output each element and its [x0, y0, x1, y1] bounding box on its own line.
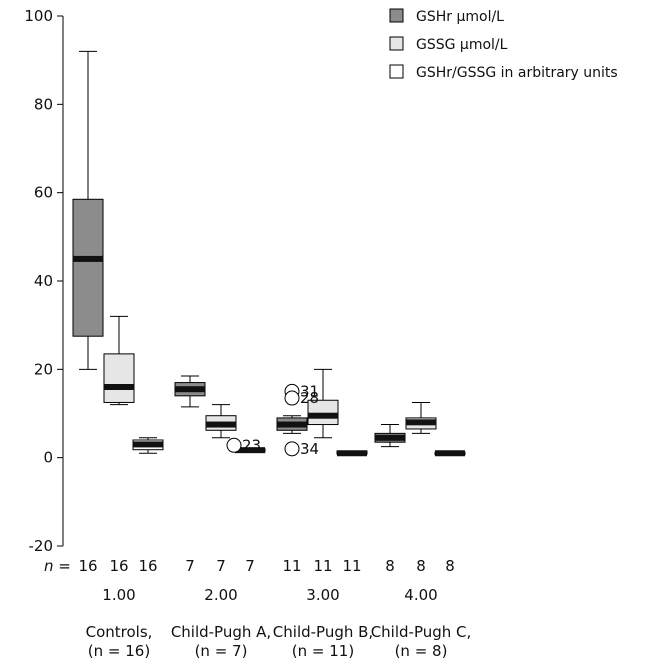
n-count-label: 11 [282, 557, 301, 575]
y-tick-label: 100 [24, 7, 53, 25]
group-name-label: Controls, [86, 623, 153, 641]
n-prefix-label: n = [44, 557, 71, 575]
outlier-point [226, 437, 242, 453]
outlier-label: 31 [300, 382, 319, 400]
n-count-label: 7 [245, 557, 255, 575]
group-code-label: 1.00 [102, 586, 135, 604]
n-count-label: 16 [78, 557, 97, 575]
median-line [375, 434, 405, 441]
legend-swatch [389, 64, 404, 79]
box-3-1 [276, 415, 308, 434]
n-count-label: 8 [445, 557, 455, 575]
y-tick-label: 0 [43, 449, 53, 467]
outlier-label: 23 [242, 436, 261, 454]
outlier-point [284, 390, 300, 406]
y-tick-label: 20 [34, 360, 53, 378]
n-count-label: 16 [138, 557, 157, 575]
box-3-3 [336, 450, 368, 457]
box-4-1 [374, 424, 406, 448]
outlier-point [284, 441, 300, 457]
n-count-label: 11 [313, 557, 332, 575]
outlier-label: 28 [300, 389, 319, 407]
legend-label: GSSG μmol/L [416, 37, 508, 53]
median-line [308, 412, 338, 419]
box-2-2 [205, 404, 237, 439]
legend-label: GSHr/GSSG in arbitrary units [416, 65, 618, 81]
n-count-label: 7 [185, 557, 195, 575]
median-line [206, 421, 236, 428]
group-code-label: 2.00 [204, 586, 237, 604]
median-line [104, 384, 134, 390]
group-n-label: (n = 16) [88, 642, 150, 660]
group-name-label: Child-Pugh B, [273, 623, 373, 641]
legend-swatch [389, 36, 404, 51]
median-line [406, 419, 436, 426]
legend-swatch [389, 8, 404, 23]
median-line [337, 450, 367, 457]
box-4-2 [405, 401, 437, 434]
n-count-label: 7 [216, 557, 226, 575]
group-code-label: 3.00 [306, 586, 339, 604]
legend-label: GSHr μmol/L [416, 9, 504, 25]
median-line [133, 441, 163, 448]
n-count-label: 11 [342, 557, 361, 575]
box-iqr [307, 399, 339, 426]
group-n-label: (n = 11) [292, 642, 354, 660]
box-2-1 [174, 375, 206, 408]
n-count-label: 8 [385, 557, 395, 575]
box-1-3 [132, 437, 164, 454]
median-line [235, 447, 265, 454]
outlier-label: 34 [300, 440, 319, 458]
n-count-label: 16 [109, 557, 128, 575]
box-1-1 [72, 50, 104, 370]
group-code-label: 4.00 [404, 586, 437, 604]
y-tick-label: 60 [34, 184, 53, 202]
median-line [435, 450, 465, 457]
y-tick-label: 80 [34, 95, 53, 113]
box-iqr [72, 198, 104, 337]
box-1-2 [103, 315, 135, 406]
median-line [175, 386, 205, 393]
group-n-label: (n = 7) [195, 642, 248, 660]
n-count-label: 8 [416, 557, 426, 575]
median-line [277, 421, 307, 428]
box-4-3 [434, 450, 466, 457]
group-name-label: Child-Pugh A, [171, 623, 271, 641]
legend: GSHr μmol/L GSSG μmol/L GSHr/GSSG in arbit… [389, 8, 618, 81]
box-iqr [103, 353, 135, 403]
group-name-label: Child-Pugh C, [371, 623, 472, 641]
y-tick-label: -20 [29, 537, 54, 555]
group-n-label: (n = 8) [395, 642, 448, 660]
box-3-2 [307, 368, 339, 439]
y-axis: -20 0 20 40 60 80 100 [24, 7, 64, 555]
y-tick-label: 40 [34, 272, 53, 290]
median-line [73, 255, 103, 262]
